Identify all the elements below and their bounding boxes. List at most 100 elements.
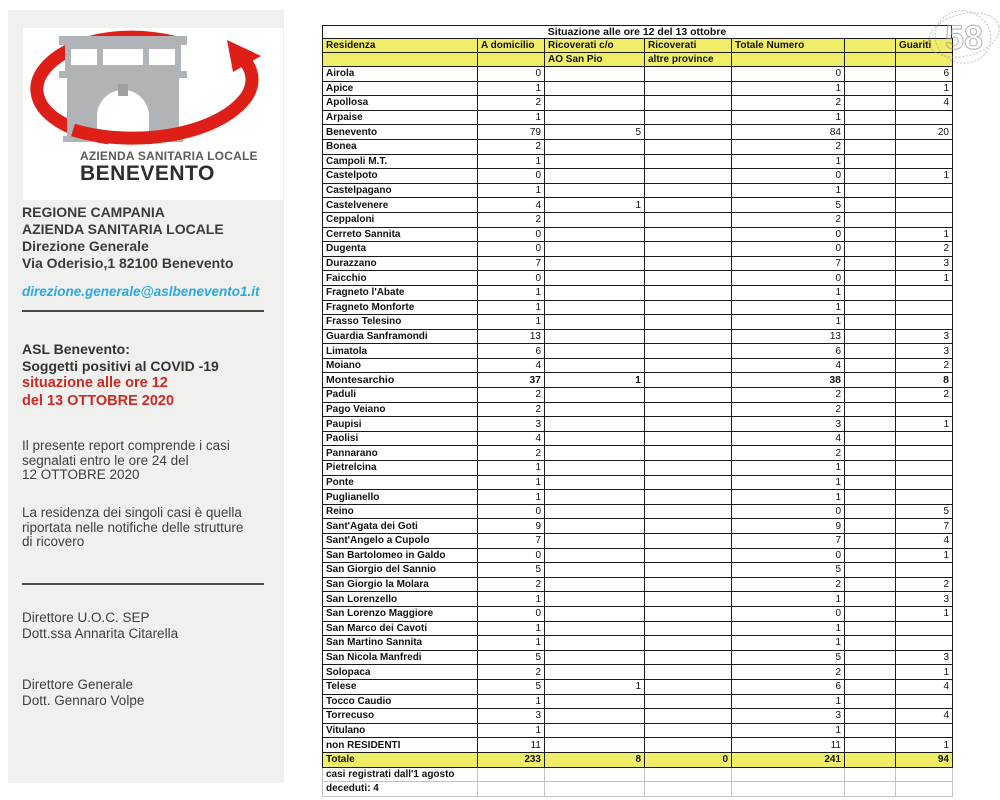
note-line: 12 OTTOBRE 2020 [22, 467, 140, 482]
value-cell: 6 [731, 343, 845, 359]
value-cell [544, 722, 645, 739]
residenza-cell: San Lorenzo Maggiore [322, 605, 478, 622]
value-cell [544, 737, 645, 753]
value-cell [844, 328, 896, 345]
value-cell [844, 401, 896, 418]
header-cell [844, 38, 896, 53]
value-cell [844, 226, 896, 243]
residenza-cell: Pannarano [322, 445, 478, 462]
residenza-cell: Ponte [322, 474, 478, 491]
value-cell [644, 416, 732, 432]
value-cell [644, 168, 732, 184]
value-cell [644, 328, 732, 345]
value-cell: 7 [477, 533, 545, 549]
table-row: Paduli 2 2 2 [322, 387, 953, 403]
value-cell: 0 [731, 66, 845, 82]
value-cell [544, 605, 645, 622]
value-cell: 6 [731, 678, 845, 695]
value-cell [844, 182, 896, 199]
value-cell: 3 [731, 416, 845, 432]
header-cell: Ricoverati [644, 38, 732, 53]
value-cell [644, 474, 732, 491]
value-cell: 4 [895, 95, 953, 111]
residenza-cell: Torrecuso [322, 708, 478, 724]
value-cell [544, 533, 645, 549]
value-cell: 2 [731, 401, 845, 418]
residenza-cell: San Nicola Manfredi [322, 649, 478, 666]
value-cell [895, 182, 953, 199]
report-date: situazione alle ore 12 del 13 OTTOBRE 20… [22, 374, 174, 410]
residenza-cell: Faicchio [322, 270, 478, 286]
value-cell [844, 445, 896, 462]
value-cell [544, 226, 645, 243]
table-row: Moiano 4 4 2 [322, 357, 953, 374]
value-cell: 1 [544, 678, 645, 695]
value-cell [844, 766, 896, 783]
value-cell [544, 649, 645, 666]
value-cell [844, 95, 896, 111]
value-cell [644, 299, 732, 316]
value-cell [644, 533, 732, 549]
value-cell: 2 [895, 241, 953, 257]
value-cell: 38 [731, 372, 845, 389]
residenza-cell: Limatola [322, 343, 478, 359]
table-row: Reino 0 0 5 [322, 503, 953, 520]
table-row: San Nicola Manfredi 5 5 3 [322, 649, 953, 666]
table-row: San Martino Sannita 1 1 [322, 635, 953, 651]
value-cell: 6 [477, 343, 545, 359]
note-line: La residenza dei singoli casi è quella [22, 505, 242, 520]
value-cell: 1 [731, 284, 845, 301]
value-cell: 3 [895, 649, 953, 666]
value-cell [895, 766, 953, 783]
value-cell: 1 [477, 182, 545, 199]
table-row: Limatola 6 6 3 [322, 343, 953, 359]
value-cell [544, 66, 645, 82]
logo-org-text: AZIENDA SANITARIA LOCALE [80, 149, 258, 163]
value-cell: 0 [731, 547, 845, 564]
table-row: Guardia Sanframondi 13 13 3 [322, 328, 953, 345]
table-header: Residenza A domicilio Ricoverati c/o Ricove… [322, 38, 953, 67]
value-cell: 2 [895, 387, 953, 403]
total-row: Totale 233 8 0 241 94 [322, 751, 953, 768]
value-cell: 9 [477, 518, 545, 534]
value-cell [544, 430, 645, 447]
value-cell [644, 226, 732, 243]
table-row: Solopaca 2 2 1 [322, 664, 953, 680]
report-note-1: Il presente report comprende i casi segn… [22, 438, 230, 483]
value-cell: 5 [731, 562, 845, 578]
value-cell [844, 693, 896, 710]
value-cell [844, 109, 896, 126]
table-row: Airola 0 0 6 [322, 66, 953, 82]
value-cell: 1 [477, 460, 545, 476]
value-cell [731, 766, 845, 783]
value-cell [644, 722, 732, 739]
value-cell: 0 [477, 605, 545, 622]
value-cell [844, 562, 896, 578]
value-cell [644, 124, 732, 140]
value-cell [844, 635, 896, 651]
value-cell: 1 [731, 299, 845, 316]
value-cell: 4 [731, 357, 845, 374]
table-row: Paolisi 4 4 [322, 430, 953, 447]
email-link[interactable]: direzione.generale@aslbenevento1.it [22, 284, 260, 299]
value-cell [644, 693, 732, 710]
value-cell: 1 [477, 299, 545, 316]
value-cell: 79 [477, 124, 545, 140]
residenza-cell: Paolisi [322, 430, 478, 447]
value-cell [844, 430, 896, 447]
value-cell: 0 [477, 241, 545, 257]
value-cell: 8 [895, 372, 953, 389]
residenza-cell: casi registrati dall'1 agosto [322, 766, 478, 783]
value-cell: 2 [731, 211, 845, 228]
value-cell [644, 460, 732, 476]
value-cell: 1 [477, 284, 545, 301]
value-cell [844, 591, 896, 607]
value-cell: 1 [477, 591, 545, 607]
table-row: San Bartolomeo in Galdo 0 0 1 [322, 547, 953, 564]
value-cell: 2 [477, 387, 545, 403]
value-cell: 2 [731, 138, 845, 155]
value-cell [644, 430, 732, 447]
value-cell [644, 153, 732, 170]
value-cell [644, 95, 732, 111]
value-cell [844, 649, 896, 666]
